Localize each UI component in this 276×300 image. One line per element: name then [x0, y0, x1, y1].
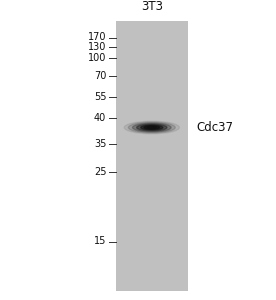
- Ellipse shape: [132, 123, 171, 132]
- Ellipse shape: [124, 121, 179, 134]
- Text: Cdc37: Cdc37: [196, 121, 233, 134]
- Bar: [116, 21, 188, 291]
- Text: 40: 40: [94, 112, 106, 123]
- Text: 15: 15: [94, 236, 106, 247]
- Ellipse shape: [141, 125, 163, 130]
- Text: 70: 70: [94, 70, 106, 81]
- Ellipse shape: [144, 126, 160, 129]
- Text: 170: 170: [88, 32, 106, 43]
- Text: 35: 35: [94, 139, 106, 149]
- Ellipse shape: [137, 124, 167, 131]
- Text: 100: 100: [88, 53, 106, 64]
- Text: 25: 25: [94, 167, 106, 177]
- Ellipse shape: [128, 122, 175, 133]
- Text: 130: 130: [88, 41, 106, 52]
- Text: 55: 55: [94, 92, 106, 102]
- Text: 3T3: 3T3: [141, 1, 163, 13]
- Ellipse shape: [147, 127, 156, 128]
